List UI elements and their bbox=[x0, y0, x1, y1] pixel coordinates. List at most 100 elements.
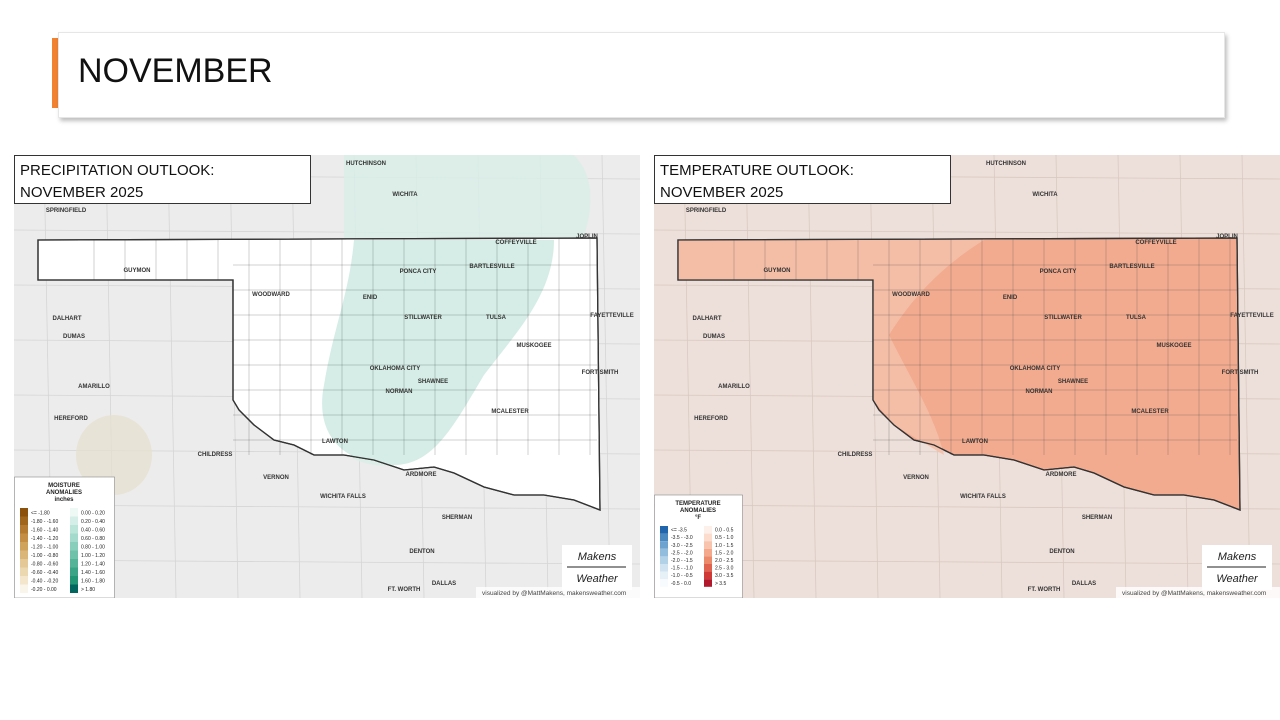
legend-swatch bbox=[660, 571, 668, 580]
city-label: PONCA CITY bbox=[400, 269, 437, 275]
city-label: FAYETTEVILLE bbox=[1230, 313, 1273, 319]
city-label: COFFEYVILLE bbox=[1135, 240, 1176, 246]
title-box bbox=[654, 155, 951, 204]
legend-swatch bbox=[704, 548, 712, 557]
legend-swatch bbox=[70, 567, 78, 576]
legend-swatch bbox=[660, 556, 668, 564]
legend-label: 2.0 - 2.5 bbox=[715, 558, 734, 564]
city-label: CHILDRESS bbox=[838, 452, 873, 458]
city-label: DALLAS bbox=[1072, 581, 1096, 587]
legend-label: 1.0 - 1.5 bbox=[715, 543, 734, 549]
boundary-line bbox=[745, 155, 755, 598]
city-label: WICHITA bbox=[1032, 192, 1058, 198]
city-label: NORMAN bbox=[1026, 389, 1053, 395]
city-label: SHERMAN bbox=[442, 515, 472, 521]
legend-swatch bbox=[70, 542, 78, 551]
legend-swatch bbox=[660, 564, 668, 572]
city-label: STILLWATER bbox=[1044, 315, 1082, 321]
legend-label: 3.0 - 3.5 bbox=[715, 573, 734, 579]
city-label: DENTON bbox=[1049, 549, 1074, 555]
legend-swatch bbox=[20, 508, 28, 517]
city-label: WOODWARD bbox=[892, 292, 930, 298]
legend-swatch bbox=[704, 526, 712, 534]
legend-swatch bbox=[70, 525, 78, 534]
legend-swatch bbox=[660, 548, 668, 557]
boundary-line bbox=[654, 229, 1280, 235]
boundary-line bbox=[601, 155, 611, 598]
city-label: GUYMON bbox=[124, 268, 151, 274]
legend-label: -1.40 - -1.20 bbox=[31, 536, 58, 542]
credit: visualized by @MattMakens, makensweather… bbox=[482, 590, 626, 597]
legend-label: -0.20 - 0.00 bbox=[31, 587, 57, 593]
city-label: SHERMAN bbox=[1082, 515, 1112, 521]
city-label: OKLAHOMA CITY bbox=[370, 366, 420, 372]
city-label: ENID bbox=[363, 295, 378, 301]
city-label: SPRINGFIELD bbox=[46, 208, 87, 214]
city-label: PONCA CITY bbox=[1040, 269, 1077, 275]
legend-swatch bbox=[20, 550, 28, 559]
legend-label: -3.5 - -3.0 bbox=[671, 535, 693, 541]
city-label: MCALESTER bbox=[491, 409, 529, 415]
city-label: FORT SMITH bbox=[1222, 370, 1259, 376]
legend-swatch bbox=[20, 584, 28, 593]
city-label: TULSA bbox=[486, 315, 507, 321]
legend-swatch bbox=[704, 541, 712, 549]
city-label: MCALESTER bbox=[1131, 409, 1169, 415]
legend-swatch bbox=[704, 556, 712, 564]
boundary-line bbox=[167, 155, 177, 598]
city-label: DENTON bbox=[409, 549, 434, 555]
legend-label: -0.5 - 0.0 bbox=[671, 581, 691, 587]
legend-label: 0.00 - 0.20 bbox=[81, 511, 105, 517]
city-label: WICHITA FALLS bbox=[320, 494, 366, 500]
legend-label: <= -1.80 bbox=[31, 511, 50, 517]
city-label: WICHITA bbox=[392, 192, 418, 198]
legend-label: 0.80 - 1.00 bbox=[81, 545, 105, 551]
credit-box bbox=[1116, 587, 1280, 598]
city-label: MUSKOGEE bbox=[1156, 343, 1191, 349]
legend-swatch bbox=[704, 533, 712, 542]
legend-swatch bbox=[70, 508, 78, 517]
logo-text: Makens bbox=[578, 551, 617, 563]
legend-swatch bbox=[70, 584, 78, 593]
logo-text: Makens bbox=[1218, 551, 1257, 563]
legend-label: -2.5 - -2.0 bbox=[671, 550, 693, 556]
legend-title: ANOMALIES bbox=[680, 508, 716, 514]
legend-label: -2.0 - -1.5 bbox=[671, 558, 693, 564]
city-label: ARDMORE bbox=[1046, 472, 1077, 478]
legend-label: <= -3.5 bbox=[671, 528, 687, 534]
legend-label: 2.5 - 3.0 bbox=[715, 566, 734, 572]
legend-title: ANOMALIES bbox=[46, 490, 82, 496]
legend-swatch bbox=[704, 579, 712, 587]
legend-swatch bbox=[660, 579, 668, 587]
legend-box bbox=[654, 494, 743, 598]
city-label: SHAWNEE bbox=[1058, 379, 1088, 385]
legend-label: -0.60 - -0.40 bbox=[31, 570, 58, 576]
city-label: HUTCHINSON bbox=[346, 161, 386, 167]
city-label: MUSKOGEE bbox=[516, 343, 551, 349]
legend-label: -3.0 - -2.5 bbox=[671, 543, 693, 549]
city-label: ENID bbox=[1003, 295, 1018, 301]
city-label: JOPLIN bbox=[1216, 234, 1238, 240]
legend-swatch bbox=[70, 576, 78, 585]
city-label: HEREFORD bbox=[694, 416, 728, 422]
city-label: HEREFORD bbox=[54, 416, 88, 422]
map-title: TEMPERATURE OUTLOOK: bbox=[660, 162, 854, 179]
city-label: LAWTON bbox=[962, 439, 988, 445]
legend-swatch bbox=[660, 526, 668, 534]
city-label: NORMAN bbox=[386, 389, 413, 395]
legend-swatch bbox=[660, 541, 668, 549]
legend-swatch bbox=[70, 516, 78, 525]
city-label: AMARILLO bbox=[78, 384, 110, 390]
city-label: FT. WORTH bbox=[1028, 587, 1061, 593]
legend-label: 0.20 - 0.40 bbox=[81, 519, 105, 525]
city-label: HUTCHINSON bbox=[986, 161, 1026, 167]
legend-label: -0.80 - -0.60 bbox=[31, 562, 58, 568]
city-label: AMARILLO bbox=[718, 384, 750, 390]
boundary-line bbox=[1241, 155, 1251, 598]
legend-label: -1.20 - -1.00 bbox=[31, 545, 58, 551]
city-label: DALLAS bbox=[432, 581, 456, 587]
city-label: COFFEYVILLE bbox=[495, 240, 536, 246]
legend-swatch bbox=[704, 571, 712, 580]
city-label: BARTLESVILLE bbox=[469, 264, 514, 270]
